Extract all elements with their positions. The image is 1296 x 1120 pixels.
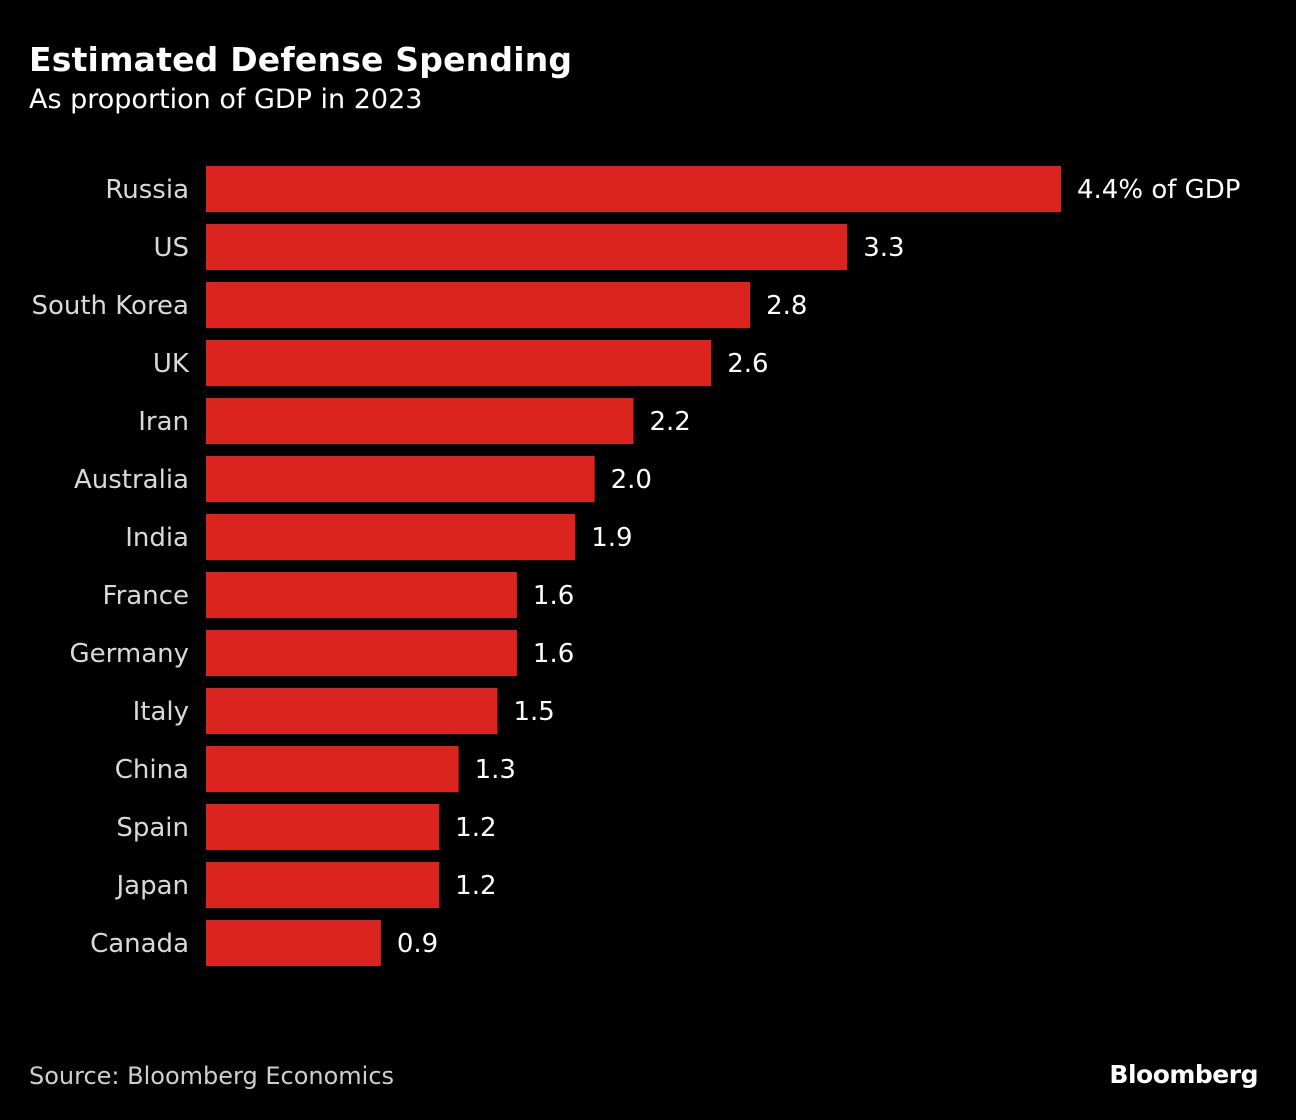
category-label-south-korea: South Korea — [31, 291, 189, 321]
value-labels-group: 4.4% of GDP 3.3 2.8 2.6 2.2 2.0 1.9 1.6 1.6 1.5 1.… — [397, 175, 1241, 959]
value-label-australia: 2.0 — [611, 465, 652, 495]
value-label-germany: 1.6 — [533, 639, 574, 669]
value-label-spain: 1.2 — [455, 813, 496, 843]
value-label-iran: 2.2 — [650, 407, 691, 437]
category-label-us: US — [153, 233, 189, 263]
value-label-us: 3.3 — [863, 233, 904, 263]
value-label-india: 1.9 — [591, 523, 632, 553]
category-label-australia: Australia — [74, 465, 189, 495]
value-label-canada: 0.9 — [397, 929, 438, 959]
category-label-india: India — [125, 523, 189, 553]
category-labels-group: Russia US South Korea UK Iran Australia India F… — [31, 175, 189, 959]
chart-title: Estimated Defense Spending — [29, 40, 573, 79]
bar-canada — [206, 920, 381, 966]
category-label-russia: Russia — [105, 175, 189, 205]
value-label-italy: 1.5 — [513, 697, 554, 727]
bar-france — [206, 572, 517, 618]
bar-india — [206, 514, 576, 560]
category-label-spain: Spain — [116, 813, 189, 843]
bar-uk — [206, 340, 712, 386]
value-label-china: 1.3 — [475, 755, 516, 785]
category-label-canada: Canada — [90, 929, 189, 959]
bar-australia — [206, 456, 595, 502]
bar-spain — [206, 804, 440, 850]
value-label-france: 1.6 — [533, 581, 574, 611]
value-label-russia: 4.4% of GDP — [1077, 175, 1241, 205]
bar-germany — [206, 630, 517, 676]
category-label-uk: UK — [153, 349, 190, 379]
category-label-germany: Germany — [69, 639, 189, 669]
category-label-china: China — [115, 755, 189, 785]
bar-us — [206, 224, 848, 270]
category-label-italy: Italy — [133, 697, 189, 727]
bloomberg-logo: Bloomberg — [1109, 1060, 1258, 1089]
bar-japan — [206, 862, 440, 908]
source-note: Source: Bloomberg Economics — [29, 1062, 395, 1090]
bars-group — [206, 166, 1061, 966]
category-label-france: France — [103, 581, 189, 611]
bar-italy — [206, 688, 498, 734]
chart-subtitle: As proportion of GDP in 2023 — [29, 84, 423, 115]
bar-iran — [206, 398, 634, 444]
category-label-japan: Japan — [114, 871, 189, 901]
value-label-uk: 2.6 — [727, 349, 768, 379]
bar-russia — [206, 166, 1061, 212]
category-label-iran: Iran — [138, 407, 189, 437]
value-label-south-korea: 2.8 — [766, 291, 807, 321]
bar-south-korea — [206, 282, 751, 328]
value-label-japan: 1.2 — [455, 871, 496, 901]
bar-china — [206, 746, 459, 792]
